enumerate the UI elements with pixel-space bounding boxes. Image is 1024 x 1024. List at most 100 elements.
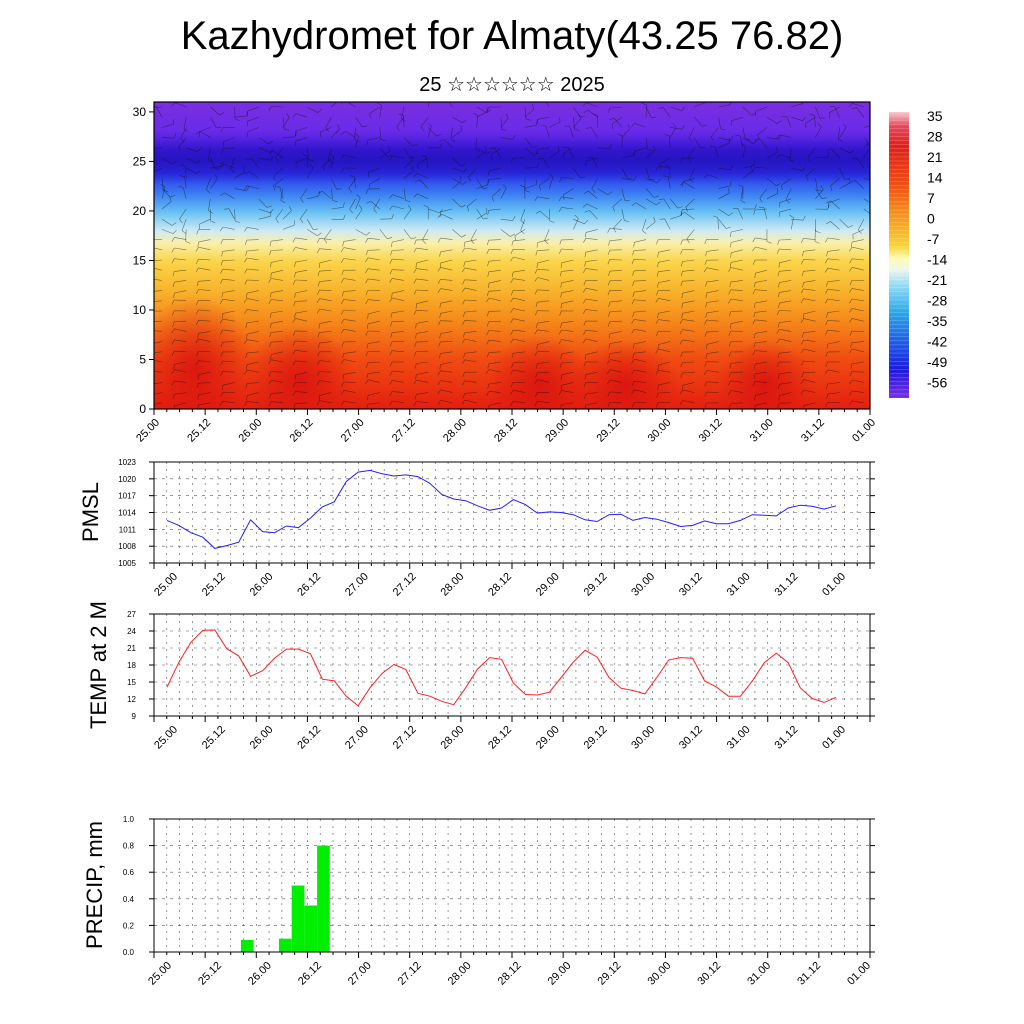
wind-barb-feather [342, 374, 345, 380]
wind-barb-feather [439, 333, 441, 339]
wind-barb [331, 156, 335, 169]
wind-barb-feather [535, 210, 541, 214]
wind-barb [422, 229, 429, 241]
wind-barb [742, 164, 755, 169]
wind-barb-feather [300, 218, 304, 224]
wind-barb-feather [196, 281, 199, 287]
wind-barb-feather [468, 176, 471, 182]
wind-barb-feather [486, 291, 490, 296]
x-tick-label: 31.12 [799, 417, 827, 445]
wind-barb-feather [173, 133, 177, 139]
wind-barb [416, 341, 429, 343]
colorbar-label: -14 [927, 252, 947, 268]
wind-barb [392, 370, 405, 373]
wind-barb-feather [536, 119, 538, 125]
wind-barb-feather [852, 157, 858, 160]
wind-barb [319, 341, 332, 344]
wind-barb [561, 402, 574, 405]
wind-barb [489, 167, 501, 171]
wind-barb-feather [825, 402, 828, 408]
colorbar-label: -49 [927, 354, 947, 370]
wind-barb [295, 127, 308, 132]
wind-barb-feather [467, 206, 470, 212]
wind-barb [273, 150, 284, 159]
wind-barb-feather [549, 173, 554, 178]
wind-barb [831, 148, 840, 159]
colorbar-label: -21 [927, 272, 947, 288]
wind-barb-feather [196, 229, 199, 235]
wind-barb [513, 297, 526, 302]
x-tick-label: 25.12 [200, 571, 228, 599]
wind-barb-feather [632, 312, 635, 318]
wind-barb-feather [776, 146, 778, 152]
x-tick-label: 27.12 [391, 571, 419, 599]
wind-barb-feather [340, 390, 345, 395]
wind-barb-feather [728, 390, 732, 395]
wind-barb-feather [387, 237, 393, 240]
wind-barb [319, 280, 332, 282]
wind-barb-feather [389, 350, 393, 356]
wind-barb-feather [664, 164, 670, 167]
wind-barb [368, 310, 380, 315]
wind-barb [561, 259, 574, 264]
x-tick-label: 25.12 [200, 724, 228, 752]
wind-barb-feather [414, 239, 417, 245]
wind-barb-feather [580, 176, 586, 179]
wind-barb-feather [366, 404, 369, 409]
wind-barb [464, 239, 477, 243]
wind-barb-feather [171, 380, 175, 386]
wind-barb [198, 246, 211, 251]
wind-barb-feather [754, 302, 756, 308]
wind-barb [682, 310, 695, 314]
wind-barb [634, 290, 647, 293]
wind-barb-feather [294, 132, 297, 137]
wind-barb [258, 157, 271, 161]
wind-barb [815, 156, 828, 159]
wind-barb-feather [608, 271, 611, 276]
wind-barb-feather [377, 102, 382, 106]
x-tick-label: 29.00 [543, 417, 571, 445]
wind-barb [585, 157, 598, 162]
wind-barb-feather [681, 313, 683, 319]
wind-barb-feather [805, 175, 809, 181]
wind-barb [585, 351, 598, 355]
x-tick-label: 25.00 [152, 571, 180, 599]
wind-barb-feather [462, 372, 465, 378]
wind-barb-feather [803, 405, 805, 409]
wind-barb-feather [582, 102, 587, 107]
wind-barb [731, 229, 743, 233]
wind-barb-feather [463, 312, 465, 317]
wind-barb-feather [728, 341, 732, 347]
wind-barb [718, 208, 729, 216]
wind-barb-feather [656, 392, 659, 398]
wind-barb-feather [169, 196, 172, 202]
wind-barb [670, 106, 682, 111]
wind-barb-feather [657, 364, 659, 370]
wind-barb-feather [148, 311, 150, 316]
wind-barb-feather [148, 240, 150, 245]
precip-bar [317, 845, 330, 952]
wind-barb [682, 259, 695, 262]
wind-barb-feather [730, 242, 732, 248]
wind-barb [248, 171, 259, 179]
wind-barb [392, 297, 405, 302]
wind-barb [343, 319, 356, 322]
wind-barb [223, 137, 235, 143]
wind-barb [585, 392, 598, 395]
wind-barb [275, 208, 284, 219]
wind-barb-feather [221, 292, 224, 298]
wind-barb [634, 310, 647, 313]
wind-barb-feather [849, 308, 853, 313]
wind-barb [210, 165, 223, 169]
wind-barb [161, 157, 173, 165]
wind-barb-feather [534, 401, 538, 406]
wind-barb-feather [246, 395, 248, 401]
y-tick-label: 24 [127, 627, 136, 636]
wind-barb-feather [510, 401, 514, 406]
wind-barb-feather [510, 297, 514, 303]
wind-barb-feather [196, 320, 199, 325]
wind-barb [295, 360, 308, 363]
wind-barb-feather [825, 330, 828, 335]
